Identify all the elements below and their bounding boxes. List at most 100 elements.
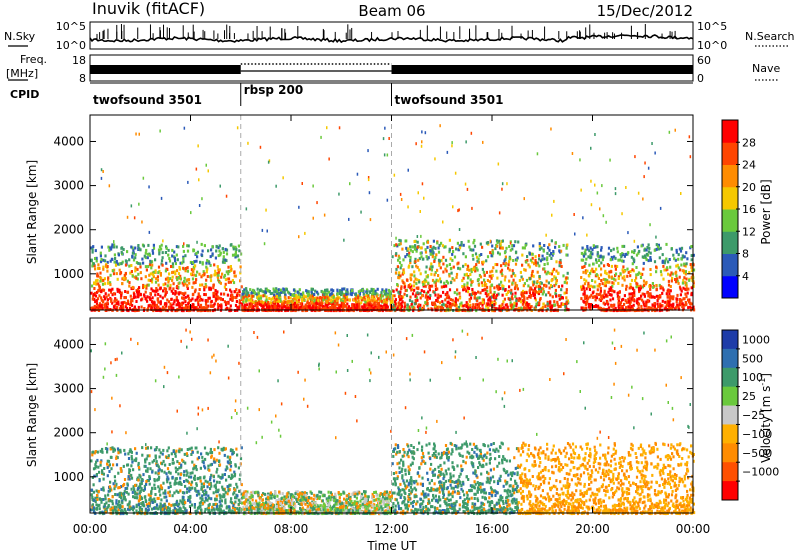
scatter-cell [351,291,354,295]
scatter-cell [647,243,650,247]
scatter-cell [684,270,687,274]
scatter-cell [129,271,132,275]
scatter-cell [120,307,123,311]
scatter-cell [407,205,409,209]
scatter-cell [165,246,168,250]
scatter-cell [147,243,150,247]
scatter-cell [472,248,475,252]
scatter-cell [187,302,190,306]
scatter-cell [487,242,490,246]
scatter-cell [281,301,284,305]
scatter-cell [392,305,395,309]
scatter-cell [580,188,582,192]
scatter-cell [342,287,345,291]
scatter-cell [532,283,535,287]
scatter-cell [231,279,234,282]
scatter-cell [436,300,439,303]
scatter-cell [284,297,287,301]
scatter-cell [442,302,445,306]
scatter-cell [107,276,110,280]
scatter-cell [273,300,276,304]
scatter-cell [488,296,491,300]
scatter-cell [125,306,128,310]
scatter-cell [240,446,243,450]
scatter-cell [415,142,417,146]
scatter-cell [565,246,568,250]
scatter-cell [101,469,104,473]
scatter-cell [121,499,124,503]
scatter-cell [188,498,191,502]
scatter-cell [408,251,411,255]
scatter-cell [372,293,375,297]
scatter-cell [97,504,100,508]
scatter-cell [601,282,604,286]
scatter-cell [281,303,284,307]
scatter-cell [251,294,254,298]
scatter-cell [637,191,640,195]
scatter-cell [143,285,147,288]
scatter-cell [94,267,97,271]
scatter-cell [171,254,174,258]
scatter-cell [209,279,213,283]
scatter-cell [231,448,234,452]
scatter-cell [436,296,439,300]
scatter-cell [192,281,195,285]
scatter-cell [173,256,176,260]
scatter-cell [167,300,171,304]
scatter-cell [372,303,375,307]
scatter-cell [685,284,688,288]
scatter-cell [313,293,316,296]
scatter-cell [326,301,329,304]
scatter-cell [662,277,665,281]
scatter-cell [557,285,560,289]
scatter-cell [596,251,599,255]
scatter-cell [669,285,672,288]
scatter-cell [400,198,403,201]
scatter-cell [501,187,503,191]
scatter-cell [223,292,226,296]
scatter-cell [624,252,628,256]
scatter-cell [382,306,385,310]
scatter-cell [182,512,185,516]
scatter-cell [117,302,120,306]
scatter-cell [580,276,583,279]
scatter-cell [607,306,610,310]
scatter-cell [178,281,181,285]
scatter-cell [112,272,116,276]
scatter-cell [565,296,568,300]
scatter-cell [195,512,198,516]
scatter-cell [674,258,677,262]
scatter-cell [266,305,269,309]
scatter-cell [680,257,683,261]
scatter-cell [648,284,651,288]
scatter-cell [134,246,137,250]
scatter-cell [227,265,230,269]
scatter-cell [178,462,181,465]
scatter-cell [507,266,510,270]
scatter-cell [329,293,332,297]
scatter-cell [191,277,195,281]
scatter-cell [476,296,479,300]
scatter-cell [649,258,652,262]
scatter-cell [254,301,257,305]
scatter-cell [315,301,318,305]
scatter-cell [670,303,674,307]
scatter-cell [97,282,100,286]
scatter-cell [671,276,674,280]
scatter-cell [622,297,625,301]
scatter-cell [401,300,404,304]
scatter-cell [108,184,111,188]
scatter-cell [141,503,144,507]
scatter-cell [593,295,596,299]
scatter-cell [185,283,188,287]
colorbar-tick-label: 4 [742,270,749,283]
scatter-cell [504,255,507,259]
scatter-cell [463,283,466,287]
scatter-cell [195,167,198,171]
scatter-cell [655,247,658,251]
scatter-cell [181,281,184,285]
scatter-cell [308,305,311,309]
scatter-cell [597,277,600,280]
scatter-cell [656,302,659,306]
scatter-cell [642,197,644,201]
